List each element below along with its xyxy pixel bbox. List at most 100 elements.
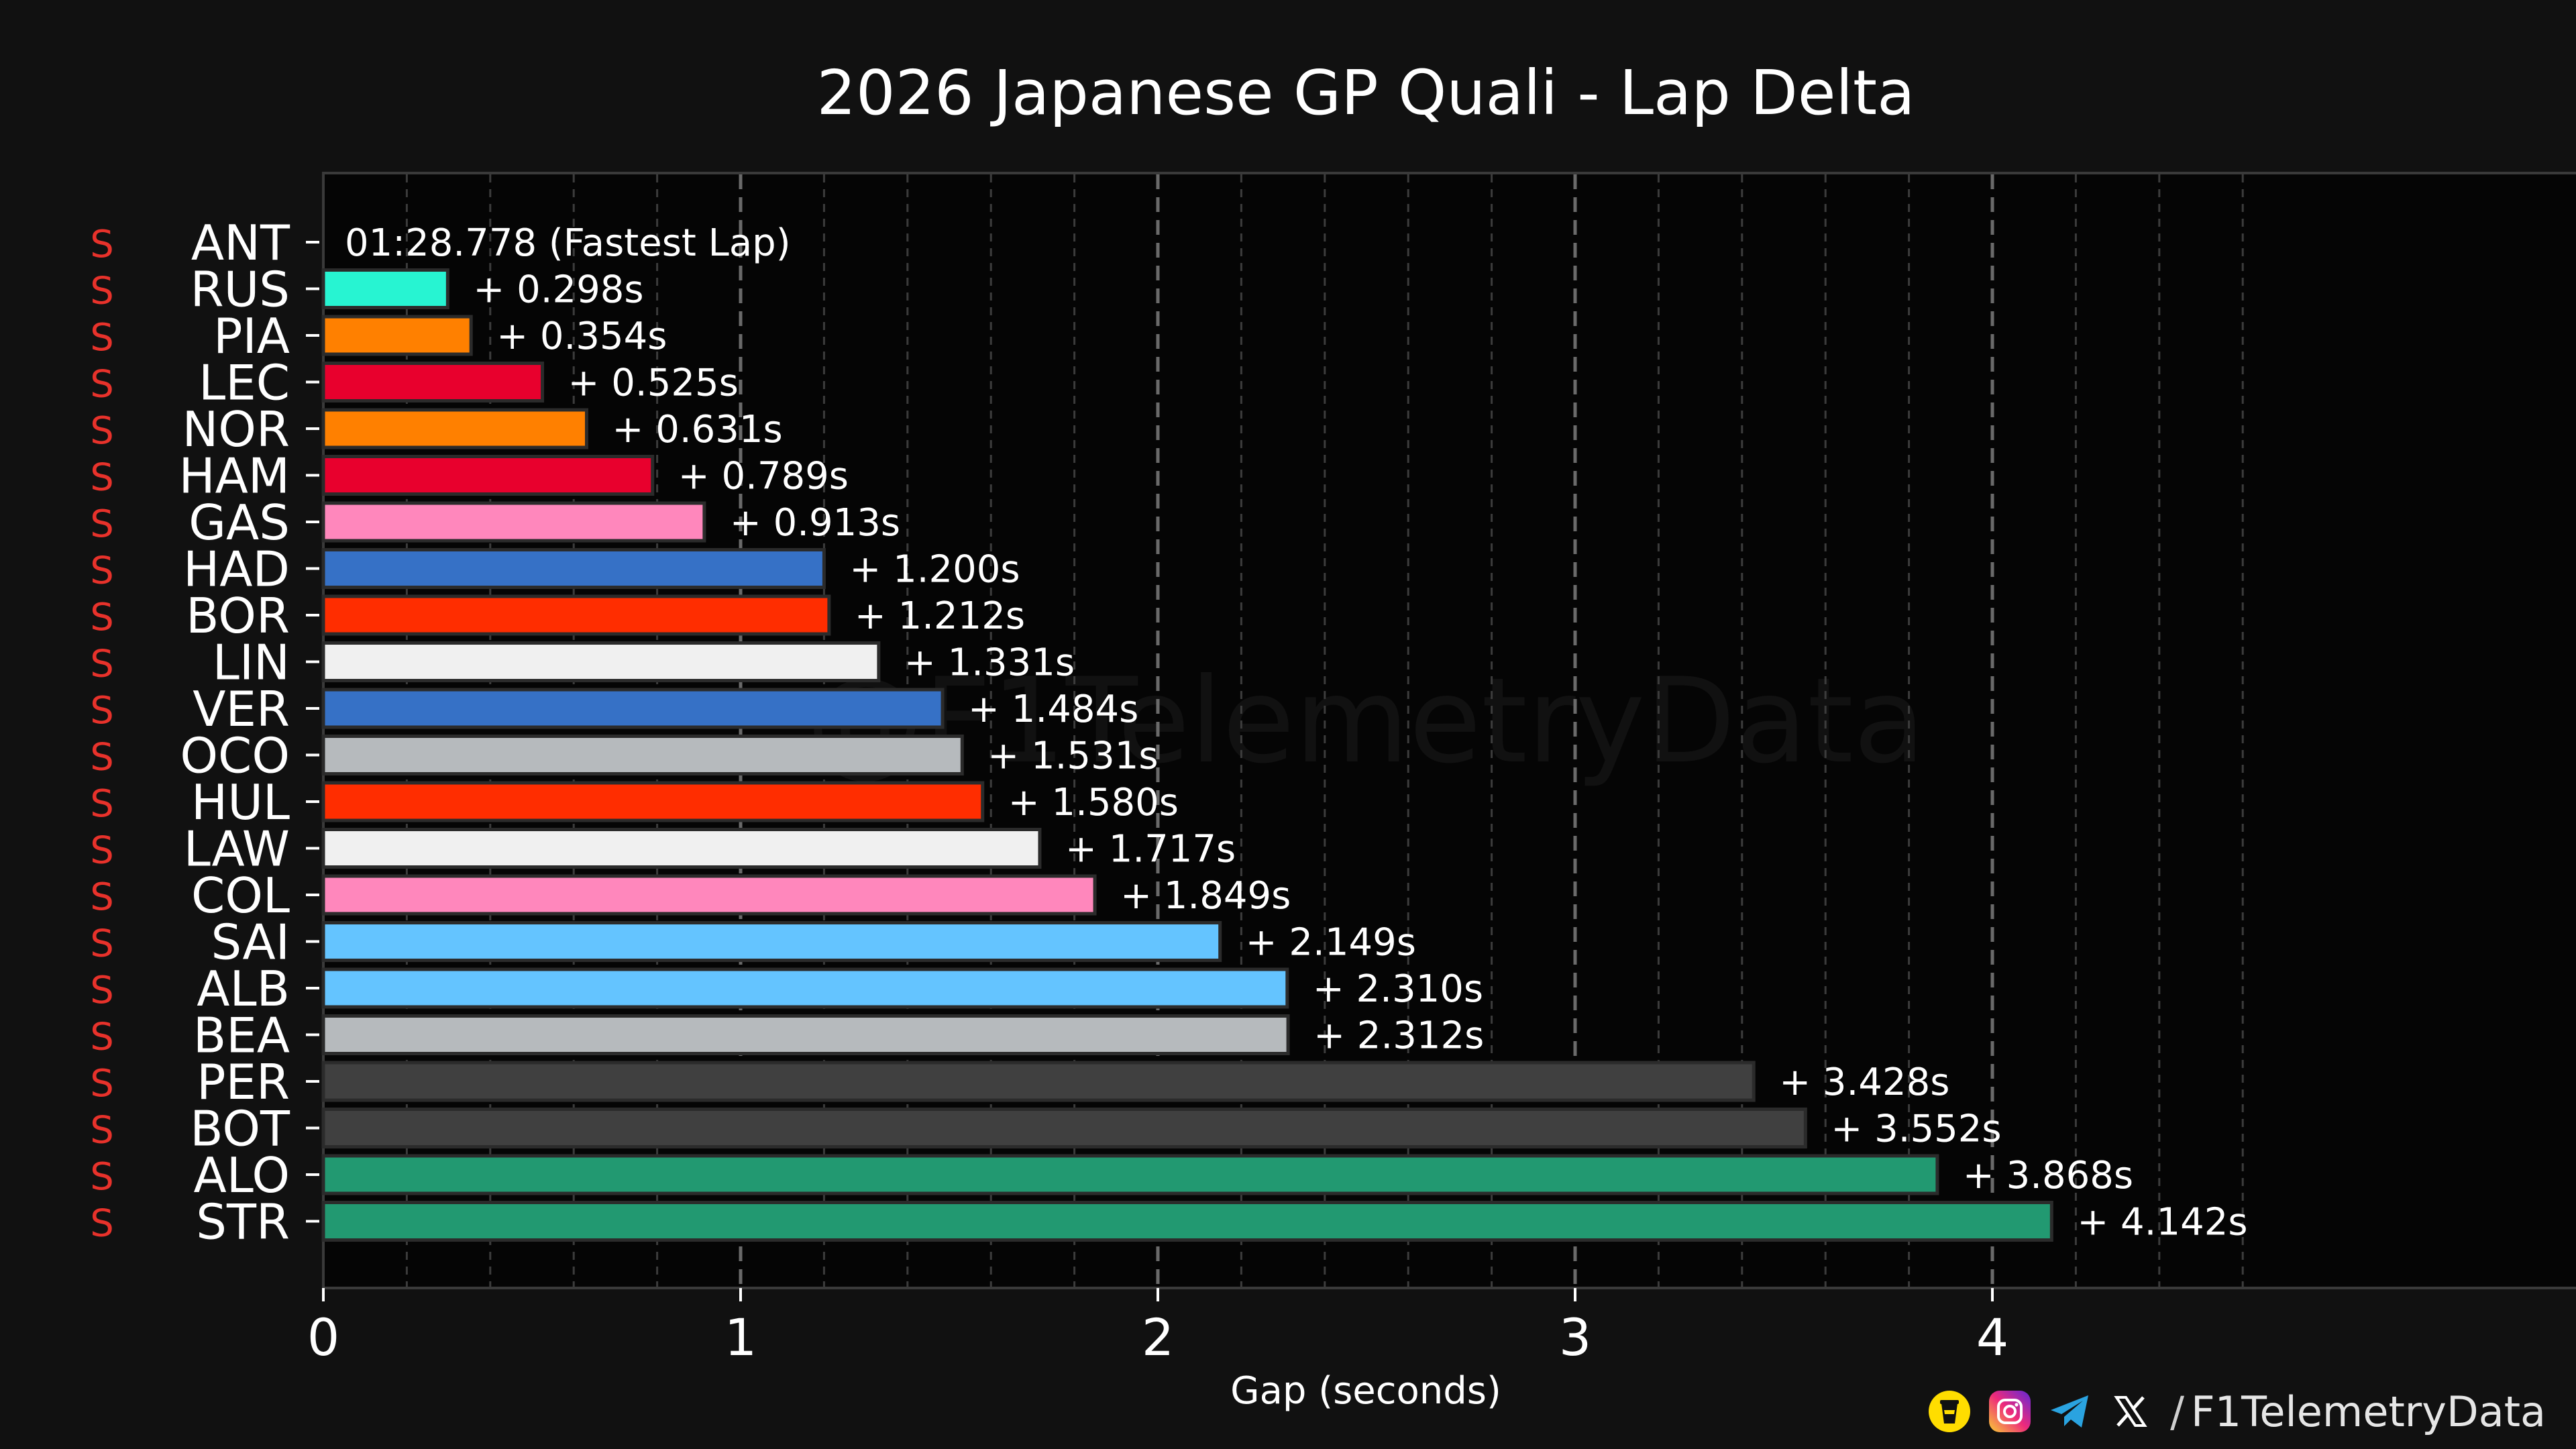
compound-label: S (90, 596, 114, 639)
social-handle[interactable]: / F1TelemetryData (2170, 1387, 2546, 1436)
bar-ham (321, 455, 655, 496)
handle-text: F1TelemetryData (2190, 1387, 2546, 1436)
x-tick-label: 0 (307, 1307, 339, 1367)
x-tick-label: 1 (724, 1307, 757, 1367)
compound-label: S (90, 922, 114, 966)
driver-label-hul: HUL (191, 774, 290, 830)
driver-label-alo: ALO (194, 1147, 290, 1203)
driver-label-bot: BOT (190, 1101, 290, 1157)
bar-bot (321, 1108, 1807, 1148)
value-label-bot: + 3.552s (1831, 1108, 2001, 1151)
compound-label: S (90, 456, 114, 500)
compound-label: S (90, 1202, 114, 1246)
driver-label-bea: BEA (193, 1008, 290, 1064)
x-tick-label: 2 (1142, 1307, 1174, 1367)
bar-had (321, 548, 826, 589)
bar-lin (321, 641, 881, 682)
compound-label: S (90, 549, 114, 593)
driver-label-per: PER (197, 1054, 290, 1110)
bar-nor (321, 408, 588, 449)
x-tick-label: 3 (1559, 1307, 1591, 1367)
x-icon[interactable] (2110, 1391, 2151, 1432)
compound-label: S (90, 270, 114, 313)
driver-label-bor: BOR (186, 588, 290, 644)
driver-label-had: HAD (183, 541, 290, 598)
driver-label-lin: LIN (213, 635, 290, 691)
value-label-lin: + 1.331s (904, 641, 1075, 685)
value-label-law: + 1.717s (1065, 828, 1236, 871)
compound-label: S (90, 363, 114, 407)
x-axis-label: Gap (seconds) (1230, 1369, 1501, 1413)
y-axis-labels: S ANT S RUS S PIA S LEC S NOR S HAM S GAS S HAD S BOR S LIN… (90, 215, 319, 1250)
chart-title: 2026 Japanese GP Quali - Lap Delta (817, 57, 1915, 129)
handle-separator: / (2170, 1387, 2184, 1436)
value-label-nor: + 0.631s (612, 408, 782, 451)
driver-label-lec: LEC (199, 355, 290, 411)
bar-sai (321, 921, 1222, 962)
x-tick-label: 4 (1976, 1307, 2008, 1367)
compound-label: S (90, 1109, 114, 1152)
bar-str (321, 1201, 2053, 1242)
telegram-icon[interactable] (2049, 1391, 2091, 1432)
driver-label-ham: HAM (178, 448, 290, 504)
x-axis: 0 1 2 3 4 (307, 1288, 2008, 1367)
driver-label-nor: NOR (182, 401, 290, 458)
value-label-hul: + 1.580s (1008, 781, 1179, 824)
driver-label-law: LAW (184, 821, 290, 877)
watermark: @F1TelemetryData (806, 653, 1925, 790)
bar-law (321, 828, 1042, 869)
value-label-oco: + 1.531s (987, 735, 1158, 778)
driver-label-ant: ANT (191, 215, 290, 271)
compound-label: S (90, 875, 114, 919)
bar-alo (321, 1154, 1939, 1195)
compound-label: S (90, 969, 114, 1012)
instagram-icon[interactable] (1989, 1391, 2031, 1432)
bar-oco (321, 735, 964, 775)
bar-col (321, 874, 1097, 916)
bar-alb (321, 967, 1289, 1009)
value-label-had: + 1.200s (849, 548, 1020, 592)
compound-label: S (90, 689, 114, 733)
bar-lec (321, 362, 545, 402)
driver-label-sai: SAI (211, 914, 290, 971)
compound-label: S (90, 736, 114, 780)
driver-label-alb: ALB (197, 961, 290, 1017)
bar-per (321, 1061, 1756, 1102)
value-label-lec: + 0.525s (568, 362, 739, 405)
social-footer: / F1TelemetryData (1929, 1385, 2546, 1438)
bar-rus (321, 268, 449, 309)
driver-label-ver: VER (193, 681, 290, 737)
value-label-alb: + 2.310s (1313, 967, 1483, 1011)
value-label-str: + 4.142s (2077, 1201, 2247, 1244)
driver-label-rus: RUS (191, 262, 290, 318)
plot-area (322, 172, 2576, 1289)
value-label-rus: + 0.298s (473, 268, 643, 312)
value-label-per: + 3.428s (1779, 1061, 1949, 1104)
bar-pia (321, 315, 473, 356)
bars (321, 268, 2053, 1242)
driver-label-str: STR (196, 1194, 290, 1250)
value-label-bor: + 1.212s (855, 594, 1025, 638)
compound-label: S (90, 1016, 114, 1059)
bar-hul (321, 781, 985, 822)
value-label-ant: 01:28.778 (Fastest Lap) (345, 221, 791, 265)
value-label-alo: + 3.868s (1963, 1154, 2133, 1197)
compound-label: S (90, 829, 114, 873)
value-labels: 01:28.778 (Fastest Lap)+ 0.298s+ 0.354s+… (345, 221, 2248, 1244)
driver-label-pia: PIA (213, 308, 290, 364)
driver-label-gas: GAS (189, 494, 290, 551)
value-label-pia: + 0.354s (496, 315, 667, 358)
value-label-sai: + 2.149s (1246, 921, 1416, 965)
bar-gas (321, 501, 706, 543)
compound-label: S (90, 1062, 114, 1106)
buymeacoffee-icon[interactable] (1929, 1391, 1971, 1432)
value-label-ver: + 1.484s (968, 688, 1138, 731)
value-label-col: + 1.849s (1120, 874, 1291, 918)
compound-label: S (90, 223, 114, 266)
bar-ver (321, 688, 945, 729)
compound-label: S (90, 409, 114, 453)
bar-bea (321, 1014, 1290, 1055)
compound-label: S (90, 316, 114, 360)
value-label-gas: + 0.913s (730, 501, 900, 545)
